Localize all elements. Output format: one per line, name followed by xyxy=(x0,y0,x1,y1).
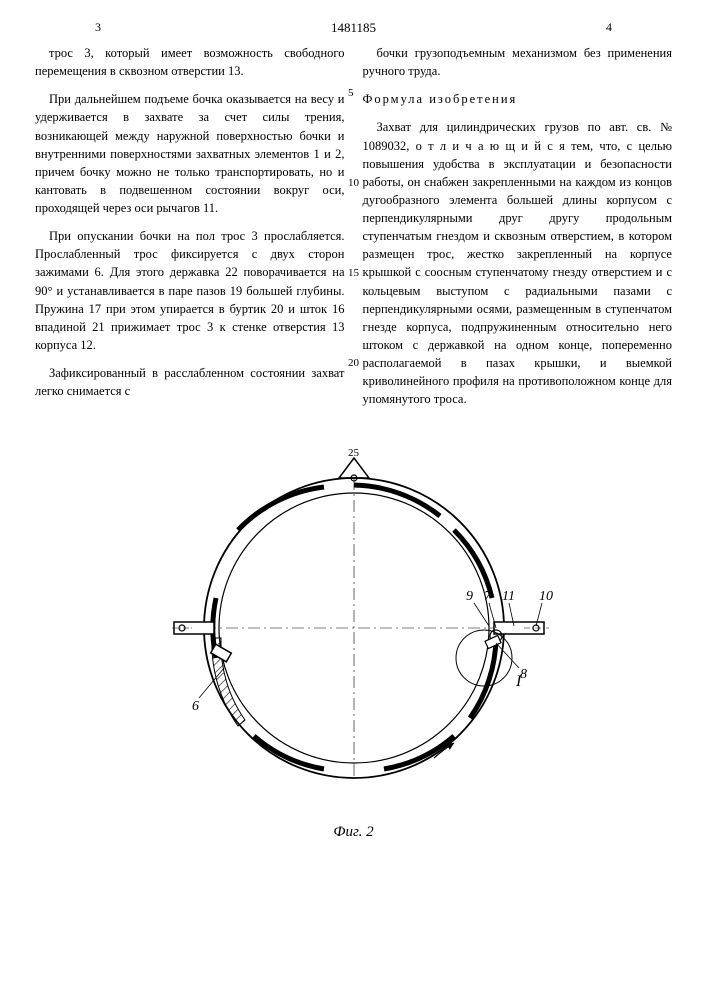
label-10: 10 xyxy=(539,589,553,604)
figure-labels: 6 8 9 7 11 10 I xyxy=(192,589,553,714)
paragraph: бочки грузоподъемным механизмом без прим… xyxy=(363,44,673,80)
line-marker: 15 xyxy=(348,268,359,279)
label-6: 6 xyxy=(192,699,199,714)
right-lever xyxy=(484,622,548,649)
patent-number: 1481185 xyxy=(331,20,376,35)
paragraph: трос 3, который имеет возможность свобод… xyxy=(35,44,345,80)
left-lever xyxy=(172,622,231,662)
line-marker: 20 xyxy=(348,358,359,369)
arc-segments xyxy=(212,485,495,769)
page-number-left: 3 xyxy=(95,20,101,35)
label-7: 7 xyxy=(484,589,492,604)
right-column: бочки грузоподъемным механизмом без прим… xyxy=(363,44,673,418)
line-marker: 5 xyxy=(348,88,354,99)
label-11: 11 xyxy=(502,589,515,604)
paragraph: Захват для цилиндрических грузов по авт.… xyxy=(363,118,673,408)
detail-circle xyxy=(456,630,512,686)
paragraph: При опускании бочки на пол трос 3 просла… xyxy=(35,227,345,354)
figure-svg: 6 8 9 7 11 10 I xyxy=(144,438,564,818)
figure-caption: Фиг. 2 xyxy=(35,824,672,841)
label-I: I xyxy=(515,673,522,690)
line-marker: 10 xyxy=(348,178,359,189)
line-marker: 25 xyxy=(348,448,359,459)
paragraph: Зафиксированный в расслабленном состояни… xyxy=(35,364,345,400)
page-number-right: 4 xyxy=(606,20,612,35)
figure-2: 6 8 9 7 11 10 I Фиг. 2 xyxy=(35,438,672,841)
label-9: 9 xyxy=(466,589,473,604)
paragraph: При дальнейшем подъеме бочка оказывается… xyxy=(35,90,345,217)
formula-title: Формула изобретения xyxy=(363,90,673,108)
page-header: 3 1481185 4 xyxy=(35,20,672,36)
left-column: трос 3, который имеет возможность свобод… xyxy=(35,44,345,418)
